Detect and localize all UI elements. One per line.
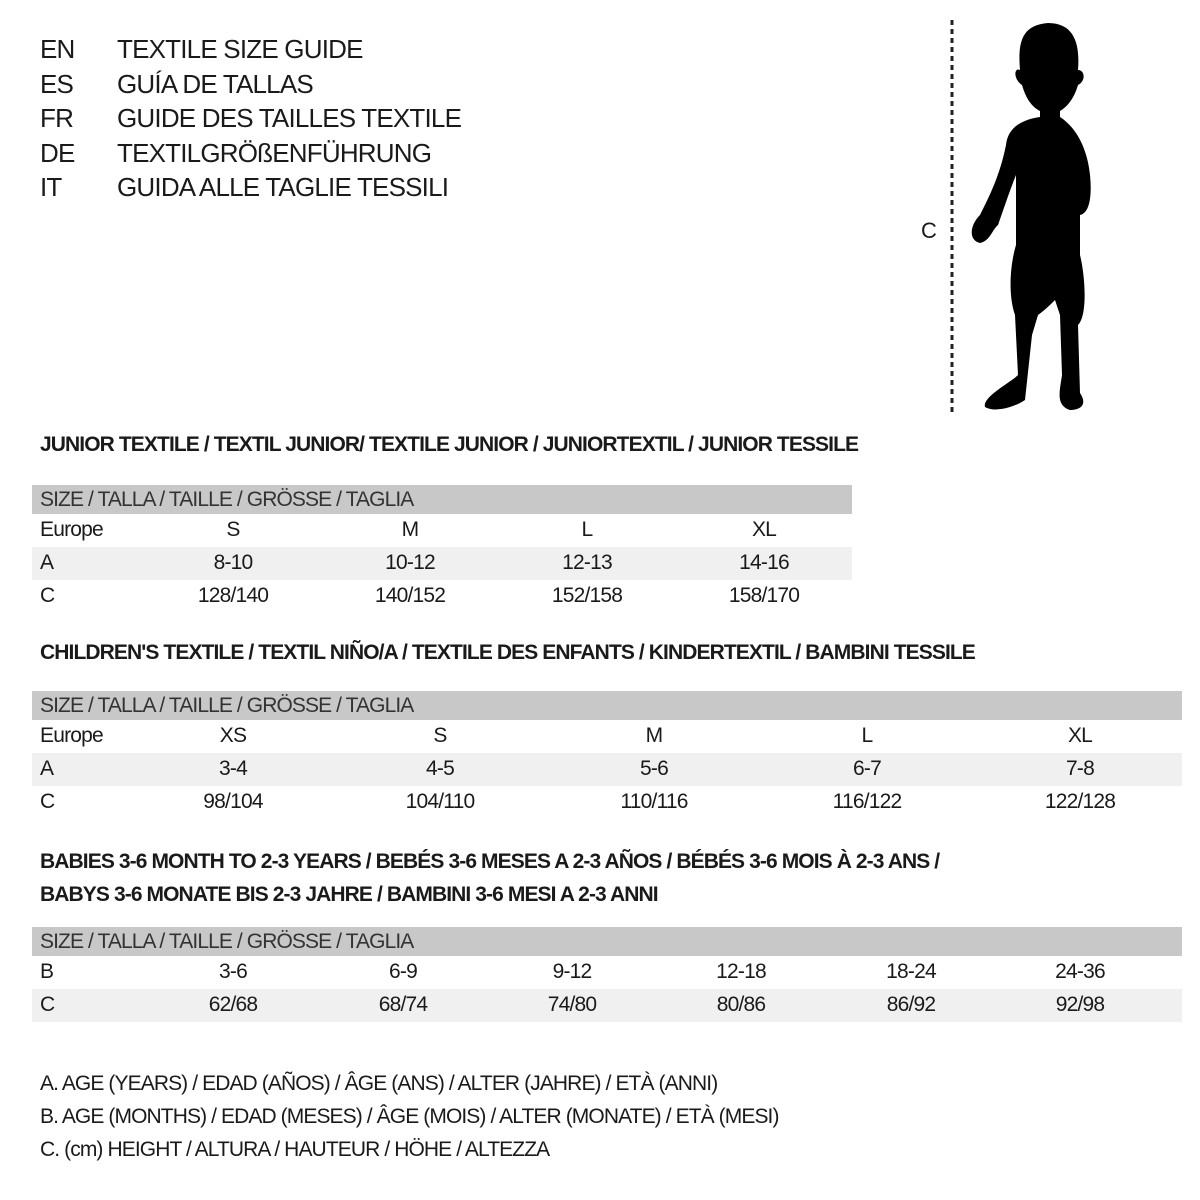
- table-cell: 10-12: [385, 551, 436, 574]
- table-cell: 92/98: [1055, 993, 1105, 1016]
- table-cell: 116/122: [832, 790, 903, 813]
- language-code: EN: [40, 34, 75, 64]
- legend-line: B. AGE (MONTHS) / EDAD (MESES) / ÂGE (MO…: [40, 1105, 779, 1128]
- row-label: A: [40, 551, 54, 574]
- table-cell: S: [433, 724, 447, 747]
- legend-line: C. (cm) HEIGHT / ALTURA / HAUTEUR / HÖHE…: [40, 1138, 550, 1161]
- size-table: SIZE / TALLA / TAILLE / GRÖSSE / TAGLIA B…: [32, 927, 1182, 1022]
- table-cell: S: [226, 518, 240, 541]
- table-header: SIZE / TALLA / TAILLE / GRÖSSE / TAGLIA: [32, 691, 1182, 720]
- table-cell: XL: [751, 518, 777, 541]
- table-cell: 62/68: [208, 993, 258, 1016]
- row-label: B: [40, 960, 54, 983]
- table-cell: 110/116: [620, 790, 688, 813]
- row-label: C: [40, 993, 55, 1016]
- table-row: A 3-4 4-5 5-6 6-7 7-8: [32, 753, 1182, 786]
- table-cell: 104/110: [405, 790, 476, 813]
- guide-title: TEXTILGRÖßENFÜHRUNG: [117, 137, 432, 168]
- table-row: C 62/68 68/74 74/80 80/86 86/92 92/98: [32, 989, 1182, 1022]
- table-row: A 8-10 10-12 12-13 14-16: [32, 547, 852, 580]
- table-cell: 74/80: [547, 993, 597, 1016]
- size-table: SIZE / TALLA / TAILLE / GRÖSSE / TAGLIA E…: [32, 485, 852, 613]
- table-cell: 152/158: [551, 584, 623, 607]
- size-table: SIZE / TALLA / TAILLE / GRÖSSE / TAGLIA E…: [32, 691, 1182, 819]
- table-cell: 7-8: [1066, 757, 1095, 780]
- table-row: Europe S M L XL: [32, 514, 852, 547]
- table-cell: L: [861, 724, 874, 747]
- table-cell: 140/152: [374, 584, 446, 607]
- section-heading: CHILDREN'S TEXTILE / TEXTIL NIÑO/A / TEX…: [40, 641, 976, 664]
- table-cell: L: [581, 518, 594, 541]
- language-code: DE: [40, 137, 75, 168]
- table-row: C 128/140 140/152 152/158 158/170: [32, 580, 852, 613]
- table-row: Europe XS S M L XL: [32, 720, 1182, 753]
- table-cell: 3-4: [219, 757, 248, 780]
- guide-title: TEXTILE SIZE GUIDE: [117, 34, 363, 64]
- table-cell: 3-6: [219, 960, 248, 983]
- table-cell: 86/92: [886, 993, 936, 1016]
- row-label: A: [40, 757, 54, 780]
- table-cell: 18-24: [886, 960, 937, 983]
- table-cell: M: [645, 724, 663, 747]
- table-cell: 6-9: [389, 960, 418, 983]
- table-cell: 24-36: [1055, 960, 1106, 983]
- table-cell: 4-5: [426, 757, 455, 780]
- section-heading: JUNIOR TEXTILE / TEXTIL JUNIOR/ TEXTILE …: [40, 433, 859, 456]
- table-cell: 12-18: [716, 960, 767, 983]
- table-cell: 122/128: [1044, 790, 1116, 813]
- row-label: C: [40, 790, 55, 813]
- language-code: FR: [40, 103, 74, 133]
- guide-title: GUIDA ALLE TAGLIE TESSILI: [117, 172, 449, 202]
- section-heading: BABYS 3-6 MONATE BIS 2-3 JAHRE / BAMBINI…: [40, 883, 659, 906]
- row-label: Europe: [40, 724, 104, 747]
- language-code: ES: [40, 68, 74, 99]
- child-silhouette-icon: [950, 20, 1091, 415]
- table-cell: 68/74: [378, 993, 428, 1016]
- table-cell: M: [401, 518, 419, 541]
- table-cell: 80/86: [716, 993, 766, 1016]
- table-cell: 12-13: [562, 551, 613, 574]
- row-label: Europe: [40, 518, 104, 541]
- table-header: SIZE / TALLA / TAILLE / GRÖSSE / TAGLIA: [32, 927, 1182, 956]
- table-row: C 98/104 104/110 110/116 116/122 122/128: [32, 786, 1182, 819]
- guide-title: GUIDE DES TAILLES TEXTILE: [117, 103, 462, 133]
- height-measure-label: C: [921, 218, 937, 243]
- table-cell: XL: [1067, 724, 1093, 747]
- row-label: C: [40, 584, 55, 607]
- section-heading: BABIES 3-6 MONTH TO 2-3 YEARS / BEBÉS 3-…: [40, 850, 940, 873]
- language-code: IT: [40, 172, 62, 202]
- table-cell: XS: [219, 724, 247, 747]
- table-cell: 128/140: [197, 584, 269, 607]
- table-cell: 98/104: [203, 790, 263, 813]
- table-row: B 3-6 6-9 9-12 12-18 18-24 24-36: [32, 956, 1182, 989]
- table-header: SIZE / TALLA / TAILLE / GRÖSSE / TAGLIA: [32, 485, 852, 514]
- table-cell: 158/170: [728, 584, 800, 607]
- table-cell: 14-16: [739, 551, 790, 574]
- guide-title: GUÍA DE TALLAS: [117, 68, 314, 99]
- table-cell: 5-6: [640, 757, 669, 780]
- table-cell: 9-12: [552, 960, 593, 983]
- table-cell: 8-10: [213, 551, 254, 574]
- table-cell: 6-7: [853, 757, 882, 780]
- legend-line: A. AGE (YEARS) / EDAD (AÑOS) / ÂGE (ANS)…: [40, 1072, 718, 1095]
